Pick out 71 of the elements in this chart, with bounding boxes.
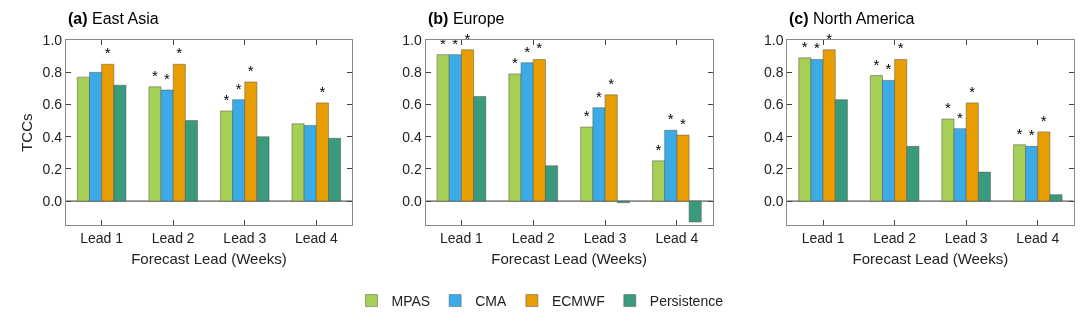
- x-tick-label: Lead 4: [1016, 230, 1060, 247]
- data-label: *: [524, 42, 531, 60]
- y-tick-label: 0.8: [402, 64, 422, 81]
- y-tick-label: 0.6: [764, 96, 784, 113]
- y-tick-label: 0.8: [764, 64, 784, 81]
- x-axis-title: Forecast Lead (Weeks): [131, 250, 287, 268]
- data-label: *: [655, 140, 662, 158]
- y-tick-label: 1.0: [42, 32, 63, 49]
- chart-title: (b) Europe: [428, 10, 505, 27]
- data-label: *: [1016, 124, 1023, 142]
- legend-label: Persistence: [649, 293, 724, 310]
- x-tick-label: Lead 1: [440, 230, 484, 247]
- data-label: *: [608, 74, 615, 92]
- data-label: *: [1040, 111, 1047, 129]
- y-tick-label: 0.2: [402, 160, 422, 177]
- data-label: *: [235, 79, 242, 97]
- y-tick-label: 0.2: [764, 160, 784, 177]
- data-label: *: [151, 66, 158, 84]
- y-tick-label: 0.8: [42, 64, 63, 81]
- x-tick-label: Lead 1: [80, 230, 124, 247]
- data-label: *: [801, 37, 808, 55]
- data-label: *: [873, 55, 880, 73]
- x-tick-label: Lead 3: [223, 230, 267, 247]
- data-label: *: [464, 29, 471, 47]
- y-tick-label: 0.0: [764, 192, 784, 209]
- data-label: *: [667, 110, 674, 128]
- data-label: *: [536, 39, 543, 57]
- x-tick-label: Lead 4: [294, 230, 338, 247]
- data-label: *: [814, 39, 821, 57]
- y-tick-label: 0.0: [42, 192, 63, 209]
- x-tick-label: Lead 2: [511, 230, 555, 247]
- chart-title: (a) East Asia: [68, 10, 159, 27]
- x-axis-title: Forecast Lead (Weeks): [852, 250, 1009, 268]
- y-tick-label: 0.2: [42, 160, 63, 177]
- x-tick-label: Lead 3: [944, 230, 988, 247]
- chart-title: (c) North America: [789, 10, 915, 27]
- data-label: *: [319, 82, 326, 100]
- data-label: *: [247, 61, 254, 79]
- x-tick-label: Lead 3: [583, 230, 627, 247]
- y-tick-label: 0.6: [402, 96, 422, 113]
- x-tick-label: Lead 4: [655, 230, 699, 247]
- data-label: *: [595, 87, 602, 105]
- data-label: *: [164, 70, 171, 88]
- y-tick-label: 0.6: [42, 96, 63, 113]
- data-label: *: [1028, 126, 1035, 144]
- y-tick-label: 0.4: [42, 128, 63, 145]
- data-label: *: [969, 82, 976, 100]
- legend-label: MPAS: [391, 293, 431, 310]
- data-label: *: [511, 53, 518, 71]
- x-axis-title: Forecast Lead (Weeks): [491, 250, 647, 268]
- data-label: *: [176, 44, 183, 62]
- data-label: *: [826, 29, 833, 47]
- data-label: *: [897, 39, 904, 57]
- data-label: *: [223, 90, 230, 108]
- data-label: *: [104, 44, 111, 62]
- x-tick-label: Lead 2: [151, 230, 195, 247]
- y-tick-label: 1.0: [402, 32, 422, 49]
- y-tick-label: 1.0: [764, 32, 784, 49]
- legend-label: ECMWF: [551, 293, 605, 310]
- y-tick-label: 0.4: [764, 128, 784, 145]
- x-tick-label: Lead 2: [873, 230, 917, 247]
- data-label: *: [944, 99, 951, 116]
- y-tick-label: 0.4: [402, 128, 422, 145]
- legend-label: CMA: [475, 293, 507, 310]
- data-label: *: [583, 107, 590, 125]
- y-axis-title: TCCs: [17, 113, 35, 152]
- data-label: *: [957, 108, 964, 126]
- data-label: *: [885, 60, 892, 78]
- data-label: *: [679, 115, 686, 133]
- x-tick-label: Lead 1: [801, 230, 845, 247]
- y-tick-label: 0.0: [402, 192, 422, 209]
